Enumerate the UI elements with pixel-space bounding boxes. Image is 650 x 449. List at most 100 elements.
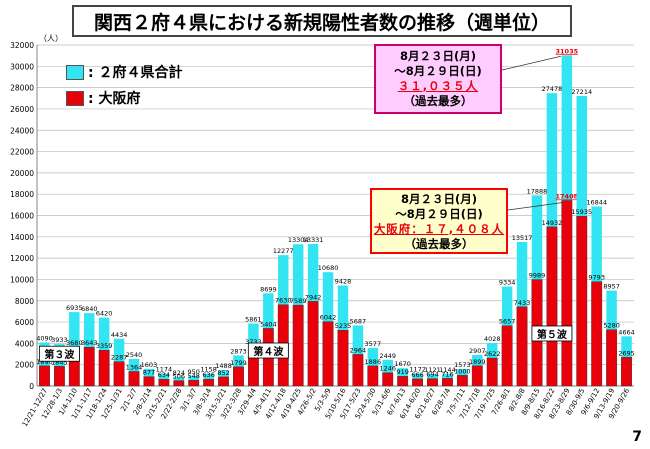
bar-osaka	[486, 357, 498, 387]
data-label-total: 1174	[156, 365, 173, 373]
bar-osaka	[367, 365, 379, 387]
bar-osaka	[546, 226, 558, 387]
bar-osaka	[218, 376, 229, 387]
chart-title: 関西２府４県における新規陽性者数の推移（週単位）	[72, 5, 572, 37]
data-label-osaka: 716	[441, 370, 453, 378]
y-tick-label: 22000	[10, 148, 34, 157]
data-label-total: 8699	[260, 285, 277, 293]
data-label-osaka: 548	[188, 372, 200, 380]
data-label-osaka: 7433	[514, 299, 531, 307]
data-label-total: 2449	[379, 352, 396, 360]
data-label-total: 1573	[454, 361, 471, 369]
data-label-total: 1121	[424, 366, 441, 374]
y-tick-label: 0	[29, 382, 34, 391]
bar-osaka	[173, 380, 185, 387]
data-label-osaka: 1845	[51, 358, 68, 366]
bar-osaka	[501, 325, 513, 387]
callout-osaka-pointer	[507, 202, 563, 211]
data-label-osaka: 5404	[260, 320, 277, 328]
data-label-total: 13517	[512, 234, 533, 242]
data-label-total: 4090	[36, 334, 53, 342]
data-label-osaka: 1799	[230, 359, 247, 367]
data-label-total: 6935	[66, 304, 83, 312]
data-label-total: 6420	[96, 310, 113, 318]
legend-swatch-osaka	[66, 90, 84, 106]
data-label-total: 6840	[81, 305, 98, 313]
data-label-osaka: 7630	[275, 297, 292, 305]
data-label-total: 1172	[409, 366, 426, 374]
data-label-osaka: 877	[143, 369, 155, 377]
data-label-total: 13304	[288, 236, 309, 244]
bar-osaka	[128, 371, 140, 387]
data-label-osaka: 5235	[335, 322, 352, 330]
y-tick-label: 14000	[10, 233, 34, 242]
data-label-osaka: 1899	[469, 358, 486, 366]
callout-total-line4: （過去最多）	[403, 94, 473, 108]
wave-label-box	[531, 325, 573, 342]
data-label-total: 10680	[318, 264, 339, 272]
bar-osaka	[382, 372, 394, 387]
bar-osaka	[83, 346, 95, 387]
data-label-total: 1603	[141, 361, 158, 369]
bar-osaka	[292, 304, 304, 387]
data-label-osaka: 1000	[454, 367, 471, 375]
wave-label: 第５波	[537, 328, 568, 341]
data-label-total: 8957	[603, 283, 620, 291]
data-label-osaka: 852	[217, 369, 229, 377]
data-label-total: 5687	[350, 317, 367, 325]
data-label-total: 4434	[111, 331, 128, 339]
bar-total	[39, 342, 50, 386]
data-label-total: 31035	[556, 47, 579, 55]
data-label-osaka: 7942	[305, 293, 322, 301]
data-label-osaka: 3680	[66, 339, 83, 347]
bar-osaka	[412, 378, 424, 387]
y-tick-label: 12000	[10, 254, 34, 263]
data-label-osaka: 2287	[111, 354, 128, 362]
data-label-osaka: 5280	[603, 322, 620, 330]
data-label-osaka: 3643	[81, 339, 98, 347]
bar-osaka	[307, 301, 319, 387]
data-label-osaka: 1246	[379, 365, 396, 373]
y-tick-label: 4000	[15, 339, 34, 348]
data-label-osaka: 1364	[126, 363, 143, 371]
data-label-total: 27478	[542, 85, 563, 93]
legend-label-osaka: : 大阪府	[88, 91, 141, 107]
callout-osaka-line2: ～8月２９日(日)	[395, 207, 483, 221]
y-tick-label: 10000	[10, 275, 34, 284]
data-label-total: 950	[188, 368, 200, 376]
wave-label: 第４波	[253, 345, 284, 358]
data-label-total: 17888	[527, 187, 548, 195]
callout-osaka-line4: （過去最多）	[404, 237, 474, 251]
bar-osaka	[143, 376, 155, 387]
data-label-osaka: 17408	[556, 192, 579, 200]
data-label-osaka: 15935	[571, 208, 592, 216]
y-tick-label: 18000	[10, 190, 34, 199]
y-tick-label: 2000	[15, 361, 34, 370]
bar-total	[54, 344, 65, 386]
callout-osaka-line1: 8月２３日(月)	[400, 192, 477, 206]
legend-label-total: : ２府４県合計	[88, 65, 183, 81]
callout-total-line2: ～8月２９日(日)	[394, 64, 482, 78]
bar-osaka	[188, 379, 200, 387]
data-label-total: 4664	[618, 328, 635, 336]
data-label-osaka: 919	[396, 368, 408, 376]
data-label-osaka: 3359	[96, 342, 113, 350]
data-label-total: 1144	[439, 366, 456, 374]
y-tick-label: 26000	[10, 105, 34, 114]
bar-osaka	[337, 330, 349, 387]
data-label-osaka: 9989	[529, 272, 546, 280]
bar-osaka	[233, 366, 244, 387]
legend-item-total: : ２府４県合計	[66, 62, 182, 82]
legend-swatch-total	[66, 64, 84, 80]
data-label-osaka: 9793	[588, 274, 605, 282]
data-label-osaka: 5657	[499, 318, 516, 326]
data-label-total: 2873	[230, 347, 247, 355]
y-tick-label: 6000	[15, 318, 34, 327]
bar-osaka	[352, 354, 364, 387]
bar-osaka	[442, 378, 453, 387]
bar-osaka	[397, 376, 409, 387]
data-label-total: 12277	[273, 247, 294, 255]
data-label-osaka: 7589	[290, 297, 307, 305]
data-label-osaka: 506	[173, 373, 185, 381]
